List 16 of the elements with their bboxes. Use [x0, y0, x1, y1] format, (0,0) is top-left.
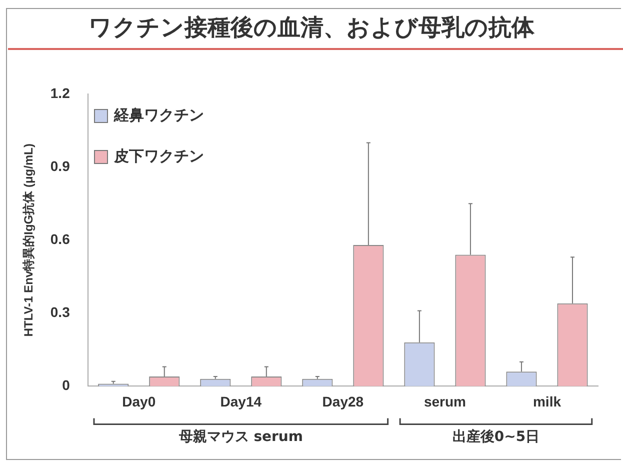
y-tick-label: 0.3 [50, 304, 70, 320]
y-tick-label: 1.2 [50, 84, 70, 101]
text: 母親マウス serum [178, 428, 303, 445]
x-tick-label: Day0 [122, 393, 156, 410]
text: 出産後0~5日 [452, 428, 540, 445]
chart-title: ワクチン接種後の血清、および母乳の抗体 [88, 14, 536, 43]
x-tick-label: milk [532, 393, 562, 410]
y-axis-title: HTLV-1 Env特異的IgG抗体 (μg/mL) [22, 144, 36, 337]
y-tick-label: 0 [62, 377, 70, 394]
legend-label: 経鼻ワクチン [114, 106, 204, 125]
x-tick-label: Day28 [322, 393, 364, 410]
x-tick-label: Day14 [220, 393, 262, 410]
y-tick-label: 0.6 [50, 230, 70, 247]
x-tick-label: serum [424, 393, 466, 410]
legend-label: 皮下ワクチン [114, 147, 204, 166]
y-tick-label: 0.9 [50, 158, 70, 174]
